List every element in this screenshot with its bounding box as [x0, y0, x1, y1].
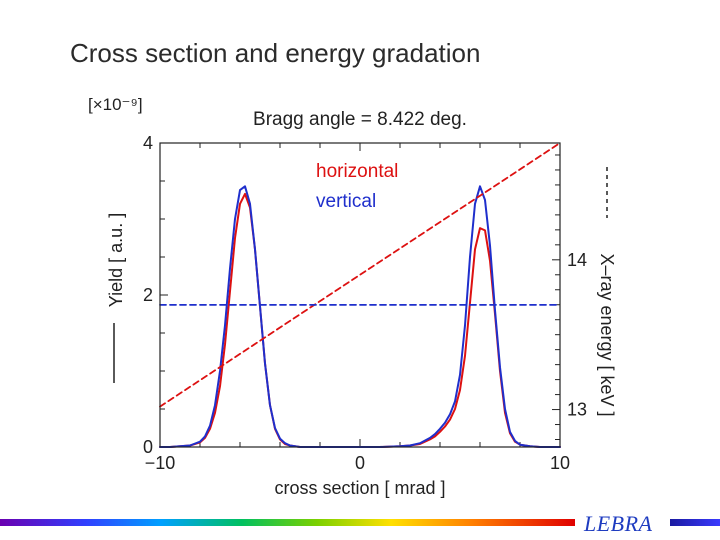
footer-bar-right — [670, 519, 720, 526]
x-tick-label: 10 — [550, 453, 570, 473]
y-tick-label: 2 — [143, 285, 153, 305]
brand-logo: LEBRA — [584, 511, 653, 536]
y2-axis-label-group: X–ray energy [ keV ] — [597, 253, 617, 416]
footer-rainbow-bar — [0, 519, 575, 526]
slide-title: Cross section and energy gradation — [70, 38, 481, 68]
y-axis-label-group: Yield [ a.u. ] — [106, 213, 126, 307]
series-vertical — [159, 185, 561, 448]
plot-frame — [159, 142, 561, 448]
series-horizontal — [159, 192, 561, 448]
y-scale-label: [×10⁻⁹] — [88, 95, 143, 114]
series-x-ray-energy — [159, 142, 561, 408]
y2-tick-label: 13 — [567, 400, 587, 420]
legend-horizontal: horizontal — [316, 161, 398, 182]
y-tick-label: 0 — [143, 437, 153, 457]
y-axis-label: Yield [ a.u. ] — [106, 213, 126, 307]
legend-vertical: vertical — [316, 191, 376, 212]
y2-axis-label: X–ray energy [ keV ] — [597, 253, 617, 416]
x-tick-label: −10 — [145, 453, 176, 473]
series-layer — [159, 142, 561, 448]
x-tick-label: 0 — [355, 453, 365, 473]
chart-title: Bragg angle = 8.422 deg. — [253, 109, 467, 130]
x-axis-label: cross section [ mrad ] — [274, 478, 445, 498]
y2-tick-label: 14 — [567, 250, 587, 270]
y-tick-label: 4 — [143, 133, 153, 153]
